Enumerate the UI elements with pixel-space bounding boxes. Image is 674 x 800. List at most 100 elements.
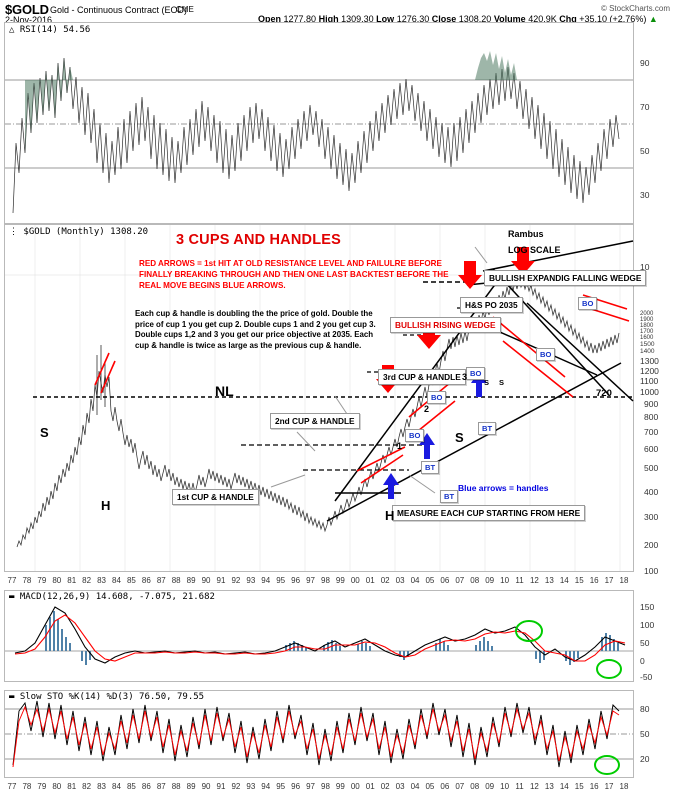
x-axis-year-label: 14 [559, 782, 569, 791]
price-tick-700: 700 [644, 427, 659, 437]
sto-marker-icon: ▬ [9, 692, 15, 702]
low-value: 1276.30 [396, 14, 430, 24]
annotation-title: 3 CUPS AND HANDLES [176, 232, 341, 248]
x-axis-year-label: 85 [126, 576, 136, 585]
macd-highlight-circle-2 [596, 659, 622, 679]
price-tick-600: 600 [644, 444, 659, 454]
x-axis-year-label: 03 [395, 782, 405, 791]
price-label-text: $GOLD (Monthly) 1308.20 [23, 227, 149, 237]
price-tick-10: 10 [640, 262, 650, 272]
x-axis-year-label: 02 [380, 576, 390, 585]
high-value: 1309.30 [341, 14, 374, 24]
sto-d-line [12, 705, 620, 768]
x-axis-year-label: 13 [544, 782, 554, 791]
x-axis-year-label: 93 [246, 576, 256, 585]
chg-value: +35.10 (+2.76%) [579, 14, 647, 24]
rsi-label-text: RSI(14) 54.56 [19, 25, 91, 35]
author-watermark: Rambus [508, 229, 544, 239]
x-axis-year-label: 07 [455, 576, 465, 585]
shoulder-label-small-2: S [499, 378, 505, 387]
quote-date: 2-Nov-2016 [5, 15, 53, 25]
x-axis-year-label: 03 [395, 576, 405, 585]
macd-tick-150: 150 [640, 602, 655, 612]
x-axis-year-label: 00 [350, 576, 360, 585]
log-scale-label: LOG SCALE [508, 245, 561, 255]
symbol-ticker: $GOLD [5, 2, 49, 17]
rsi-plot [5, 51, 633, 214]
close-value: 1308.20 [458, 14, 492, 24]
x-axis-year-label: 05 [425, 782, 435, 791]
x-axis-year-label: 12 [529, 782, 539, 791]
x-axis-year-label: 95 [276, 576, 286, 585]
price-tick-1800: 1800 [640, 323, 654, 329]
chg-up-arrow-icon: ▲ [648, 14, 658, 24]
x-axis-year-label: 79 [37, 782, 47, 791]
x-axis-year-label: 05 [425, 576, 435, 585]
x-axis-year-label: 91 [216, 576, 226, 585]
callout-bt-1: BT [440, 490, 459, 503]
black-note-line-1: Each cup & handle is doubling the the pr… [135, 309, 373, 318]
price-tick-1600: 1600 [640, 335, 654, 341]
callout-cup-2: 2nd CUP & HANDLE [270, 413, 360, 429]
x-axis-year-label: 15 [574, 782, 584, 791]
x-axis-year-label: 15 [574, 576, 584, 585]
x-axis-year-label: 94 [261, 576, 271, 585]
x-axis-year-label: 11 [515, 576, 524, 585]
macd-signal-line [14, 614, 626, 662]
x-axis-year-label: 78 [22, 576, 32, 585]
macd-marker-icon: ▬ [9, 592, 15, 602]
price-tick-100: 100 [644, 566, 659, 576]
chg-label: Chg [559, 14, 577, 24]
macd-tick-neg50: -50 [640, 672, 653, 682]
callout-bullish-falling-wedge: BULLISH EXPANDIG FALLING WEDGE [484, 270, 647, 286]
x-axis-year-label: 95 [276, 782, 286, 791]
x-axis-year-label: 94 [261, 782, 271, 791]
price-tick-1200: 1200 [640, 366, 659, 376]
callout-bt-2: BT [421, 461, 440, 474]
macd-indicator-label: ▬ MACD(12,26,9) 14.608, -7.075, 21.682 [9, 592, 215, 602]
price-tick-1700: 1700 [640, 329, 654, 335]
x-axis-year-label: 91 [216, 782, 226, 791]
price-tick-2000: 2000 [640, 311, 654, 317]
x-axis-year-label: 06 [440, 576, 450, 585]
x-axis-year-label: 18 [619, 782, 629, 791]
rsi-panel: △ RSI(14) 54.56 [4, 22, 634, 224]
x-axis-year-label: 89 [186, 576, 196, 585]
x-axis-year-label: 84 [112, 782, 121, 791]
rsi-tick-70: 70 [640, 102, 650, 112]
price-tick-800: 800 [644, 412, 659, 422]
sto-indicator-label: ▬ Slow STO %K(14) %D(3) 76.50, 79.55 [9, 692, 204, 702]
low-label: Low [376, 14, 395, 24]
cup-number-3: 3 [462, 372, 468, 382]
shoulder-label-center: S [455, 430, 464, 445]
x-axis-year-label: 17 [604, 576, 614, 585]
head-label-left: H [101, 498, 111, 513]
x-axis-year-label: 77 [7, 782, 17, 791]
callout-measure-each-cup: MEASURE EACH CUP STARTING FROM HERE [392, 505, 586, 521]
x-axis-year-label: 96 [291, 576, 301, 585]
callout-bt-3: BT [478, 422, 497, 435]
callout-bullish-rising-wedge: BULLISH RISING WEDGE [390, 317, 501, 333]
x-axis-year-label: 80 [52, 782, 62, 791]
price-tick-500: 500 [644, 463, 659, 473]
x-axis-year-label: 14 [559, 576, 569, 585]
x-axis-years-lower: 77 78 79 80 81 82 83 84 85 86 87 88 89 90 91 92 93 94 95 96… [0, 782, 674, 794]
x-axis-year-label: 85 [126, 782, 136, 791]
x-axis-year-label: 11 [515, 782, 524, 791]
rsi-tick-30: 30 [640, 190, 650, 200]
callout-cup-3: 3rd CUP & HANDLE [378, 369, 466, 385]
volume-value: 420.9K [528, 14, 557, 24]
close-label: Close [431, 14, 457, 24]
x-axis-year-label: 98 [321, 782, 330, 791]
x-axis-year-label: 04 [410, 782, 420, 791]
x-axis-year-label: 97 [306, 576, 315, 585]
black-note-line-4: cup & handle is twice as large as the pr… [135, 340, 362, 350]
x-axis-year-label: 82 [82, 576, 92, 585]
rsi-tick-50: 50 [640, 146, 650, 156]
rsi-tick-90: 90 [640, 58, 650, 68]
annotation-black-note: Each cup & handle is doubling the the pr… [135, 309, 410, 351]
neckline-label: NL [215, 383, 234, 399]
annotation-red-note: RED ARROWS = 1st HIT AT OLD RESISTANCE L… [139, 258, 499, 291]
x-axis-years-upper: 77 78 79 80 81 82 83 84 85 86 87 88 89 90 91 92 93 94 95 96… [0, 576, 674, 588]
callout-bo-1: BO [405, 429, 425, 442]
